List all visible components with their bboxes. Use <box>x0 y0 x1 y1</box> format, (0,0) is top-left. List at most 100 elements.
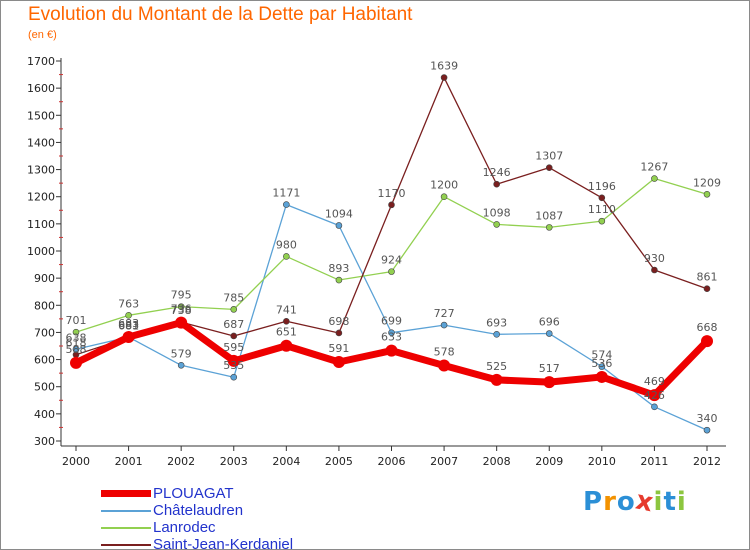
legend-label: Saint-Jean-Kerdaniel <box>153 536 294 550</box>
data-point <box>440 74 448 81</box>
data-point <box>545 164 553 171</box>
y-tick-label: 600 <box>34 354 55 367</box>
data-label: 681 <box>118 320 139 333</box>
data-point <box>125 312 132 319</box>
data-label: 1110 <box>588 203 616 216</box>
x-tick-label: 2012 <box>693 455 721 468</box>
y-tick-label: 1500 <box>27 109 55 122</box>
y-tick-label: 1000 <box>27 245 55 258</box>
data-point <box>227 354 240 367</box>
data-label: 668 <box>697 321 718 334</box>
data-label: 1267 <box>640 161 668 174</box>
data-label: 588 <box>66 343 87 356</box>
data-label: 861 <box>697 271 718 284</box>
logo-letter: P <box>583 487 604 517</box>
data-point <box>493 180 500 188</box>
data-point <box>545 330 553 337</box>
data-label: 683 <box>118 319 139 332</box>
series-lanrodec <box>72 175 711 336</box>
data-point <box>493 221 500 228</box>
data-point <box>280 339 293 352</box>
data-label: 1246 <box>483 166 511 179</box>
data-label: 574 <box>591 349 612 362</box>
data-label: 701 <box>66 314 87 327</box>
data-label: 1196 <box>588 180 616 193</box>
axes: 300 400 500 600 700 800 900 1000 1100 1200 1300 140… <box>27 55 726 468</box>
data-label: 1087 <box>535 209 563 222</box>
series-chatelaudren <box>72 201 711 434</box>
data-label: 763 <box>118 297 139 310</box>
y-tick-label: 500 <box>34 381 55 394</box>
data-label: 1307 <box>535 150 563 163</box>
data-label: 469 <box>644 375 665 388</box>
data-point <box>703 190 711 198</box>
data-point <box>388 201 395 209</box>
y-tick-label: 400 <box>34 408 55 421</box>
data-point <box>595 370 608 383</box>
data-point <box>388 329 395 337</box>
data-point <box>332 356 345 369</box>
y-tick-label: 800 <box>34 299 55 312</box>
data-point <box>335 329 343 337</box>
data-label: 1098 <box>483 206 511 219</box>
data-point <box>70 356 82 369</box>
data-point <box>648 389 661 402</box>
x-tick-label: 2011 <box>640 455 668 468</box>
x-tick-label: 2010 <box>588 455 616 468</box>
data-point <box>438 359 451 372</box>
logo-letter: i <box>676 487 687 517</box>
data-point <box>701 335 713 348</box>
data-point <box>283 201 290 208</box>
chart-subtitle: (en €) <box>28 29 57 41</box>
data-point <box>543 376 556 389</box>
data-label: 699 <box>381 315 402 328</box>
data-label: 738 <box>171 304 192 317</box>
data-point <box>175 316 188 329</box>
data-label: 727 <box>434 307 455 320</box>
data-label: 930 <box>644 252 665 265</box>
data-label: 1200 <box>430 179 458 192</box>
y-tick-label: 700 <box>34 326 55 339</box>
data-label: 525 <box>486 360 507 373</box>
data-labels: 588 683 736 595 651 591 633 578 525 517 536 469 668 6… <box>66 60 722 426</box>
data-label: 651 <box>276 326 297 339</box>
data-label: 638 <box>66 331 87 344</box>
data-point <box>72 328 80 336</box>
logo-letter: r <box>603 487 617 517</box>
data-point <box>703 285 711 293</box>
legend-swatch <box>101 544 151 546</box>
data-label: 595 <box>223 341 244 354</box>
data-label: 696 <box>539 316 560 329</box>
data-point <box>651 266 658 274</box>
legend-swatch <box>101 490 151 497</box>
data-point <box>651 175 658 182</box>
data-label: 1094 <box>325 207 353 220</box>
data-label: 785 <box>223 291 244 304</box>
data-label: 1209 <box>693 176 721 189</box>
data-label: 924 <box>381 254 402 267</box>
series-lines <box>70 74 713 434</box>
legend-label: Lanrodec <box>153 519 216 536</box>
x-tick-label: 2005 <box>325 455 353 468</box>
data-point <box>177 361 185 369</box>
data-label: 693 <box>486 316 507 329</box>
x-tick-label: 2003 <box>220 455 248 468</box>
x-tick-label: 2008 <box>483 455 511 468</box>
x-tick-label: 2000 <box>62 455 90 468</box>
data-label: 687 <box>223 318 244 331</box>
proxiti-logo: Proxiti <box>583 485 687 518</box>
data-label: 893 <box>328 262 349 275</box>
logo-letter: i <box>653 487 664 517</box>
data-point <box>545 224 553 231</box>
data-point <box>651 403 658 411</box>
data-label: 517 <box>539 362 560 375</box>
data-label: 633 <box>381 331 402 344</box>
data-point <box>283 317 290 325</box>
data-label: 579 <box>171 347 192 360</box>
data-point <box>385 344 398 357</box>
legend-label: Châtelaudren <box>153 502 244 519</box>
x-tick-label: 2009 <box>535 455 563 468</box>
logo-letter: o <box>616 487 636 517</box>
